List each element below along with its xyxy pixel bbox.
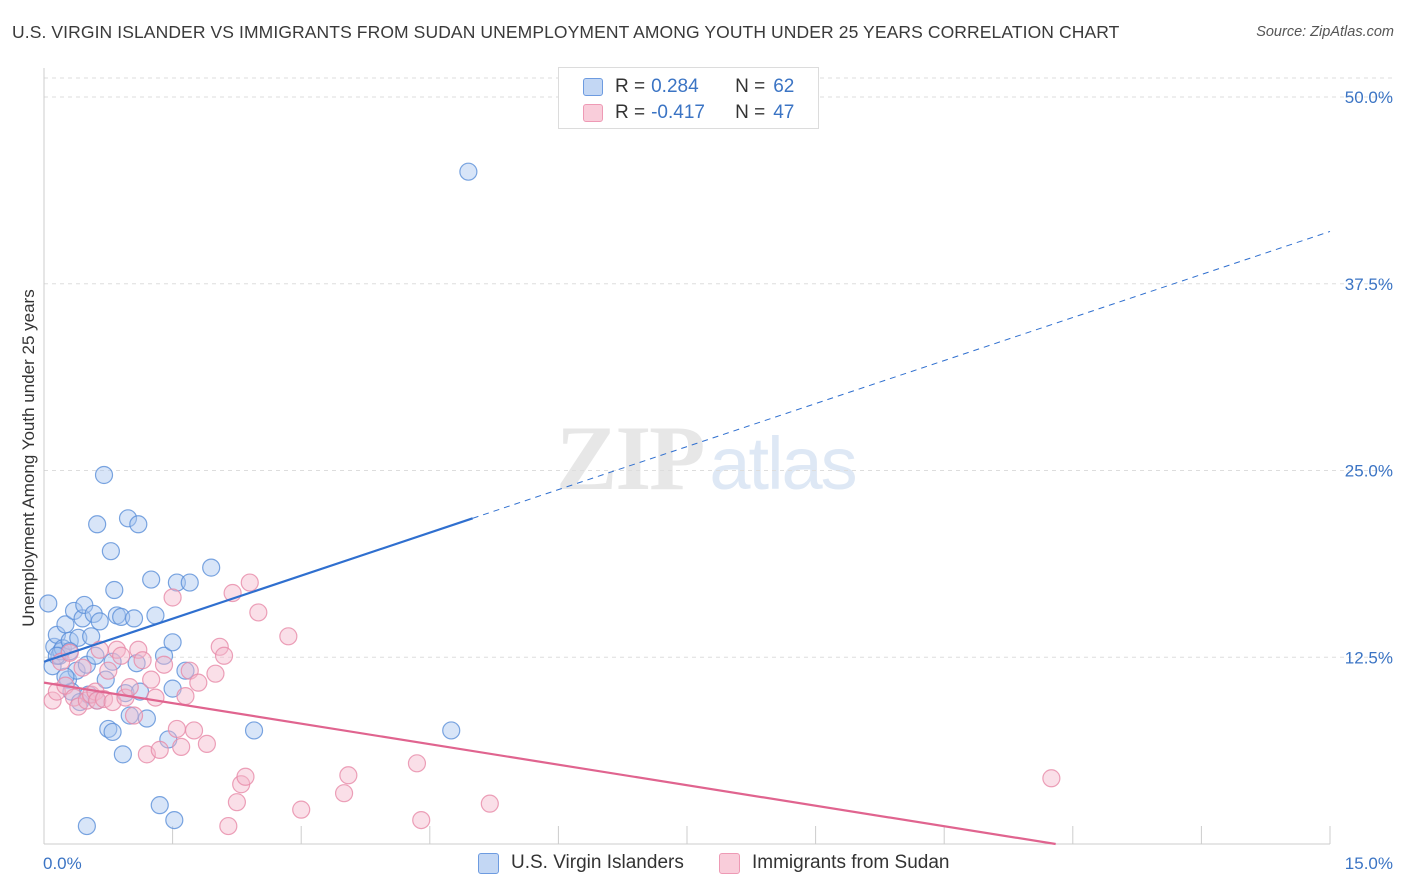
data-point-pink [133,651,152,670]
legend-swatch-blue [583,78,603,96]
data-point-pink [73,658,92,677]
data-point-blue [124,609,144,628]
data-point-pink [43,691,62,710]
data-point-pink [124,706,144,725]
data-point-pink [120,678,139,697]
data-point-pink [167,719,186,739]
series-legend-sudan[interactable]: Immigrants from Sudan [719,852,949,874]
legend-n-label: N = [735,76,766,97]
data-point-blue [113,745,132,764]
data-point-pink [150,740,169,759]
y-tick-label: 25.0% [1345,462,1393,481]
correlation-legend: R = 0.284 N = 62 R = -0.417 N = 47 [558,67,819,129]
data-point-pink [129,640,148,659]
data-point-blue [88,515,107,534]
data-point-pink [292,800,311,819]
data-point-blue [103,722,122,742]
series-legend-label: U.S. Virgin Islanders [511,852,684,873]
y-tick-label: 12.5% [1345,648,1393,667]
legend-n-value: 62 [773,76,795,97]
data-point-blue [167,573,186,592]
data-point-pink [407,754,427,773]
data-point-blue [77,816,96,836]
data-point-blue [105,580,124,600]
trendline-virgin-islanders-extension [472,230,1331,519]
data-point-pink [163,588,182,607]
data-point-pink [142,670,161,689]
legend-row-sudan: R = -0.417 N = 47 [583,101,794,125]
y-tick-label: 50.0% [1345,88,1393,107]
chart-title: U.S. VIRGIN ISLANDER VS IMMIGRANTS FROM … [12,22,1120,42]
y-tick-label: 37.5% [1345,275,1393,294]
y-axis-label: Unemployment Among Youth under 25 years [19,289,38,627]
data-point-pink [240,573,259,592]
data-point-pink [1042,769,1061,788]
data-point-blue [180,573,199,592]
series-legend-virgin-islanders[interactable]: U.S. Virgin Islanders [478,852,684,874]
series-swatch-blue [478,852,499,874]
data-point-blue [442,721,461,740]
data-point-pink [184,721,204,740]
data-point-pink [206,664,225,683]
legend-r-value: -0.417 [651,102,705,123]
data-point-blue [39,594,58,613]
trendline-sudan [43,681,1056,846]
data-point-blue [120,706,139,725]
data-point-blue [129,515,148,534]
trendline-virgin-islanders [43,517,474,663]
data-point-pink [227,793,246,812]
series-swatch-pink [719,852,740,874]
data-point-blue [118,509,138,528]
data-point-pink [236,767,255,786]
data-point-pink [176,686,195,706]
watermark: ZIPatlas [556,405,858,511]
data-point-pink [480,794,499,813]
x-tick-label: 0.0% [43,854,82,873]
data-point-pink [214,646,234,665]
data-point-blue [459,162,478,181]
legend-r-value: 0.284 [651,76,699,97]
data-point-pink [210,637,229,656]
data-point-pink [189,673,208,692]
data-point-pink [279,627,298,646]
watermark-zip: ZIP [556,407,705,509]
data-point-blue [142,570,161,589]
data-point-blue [163,633,182,652]
data-point-pink [99,661,118,680]
data-point-pink [172,737,191,756]
data-point-blue [94,465,114,485]
series-legend-label: Immigrants from Sudan [752,852,950,873]
data-point-blue [150,796,169,815]
data-point-pink [412,810,431,830]
legend-r-label: R = [615,76,646,97]
legend-row-virgin-islanders: R = 0.284 N = 62 [583,75,794,99]
data-point-pink [197,734,216,754]
data-point-blue [176,661,195,680]
data-point-pink [249,603,268,622]
data-point-pink [112,646,131,665]
data-point-blue [165,810,184,830]
data-point-blue [73,609,92,628]
x-tick-label: 15.0% [1345,854,1393,873]
data-point-blue [244,721,264,740]
data-point-pink [334,784,354,803]
watermark-atlas: atlas [709,422,857,505]
data-point-blue [84,604,103,624]
data-point-pink [339,766,358,785]
legend-n-value: 47 [773,102,795,123]
series-legend: U.S. Virgin Islanders Immigrants from Su… [0,852,1406,878]
legend-r-label: R = [615,102,646,123]
data-point-pink [154,655,174,674]
source-label: Source: ZipAtlas.com [1256,24,1394,40]
data-point-pink [219,816,238,836]
data-point-blue [101,542,120,561]
data-point-blue [90,612,109,631]
legend-swatch-pink [583,104,603,122]
data-point-pink [146,688,165,707]
legend-n-label: N = [735,102,766,123]
data-point-blue [202,558,221,577]
